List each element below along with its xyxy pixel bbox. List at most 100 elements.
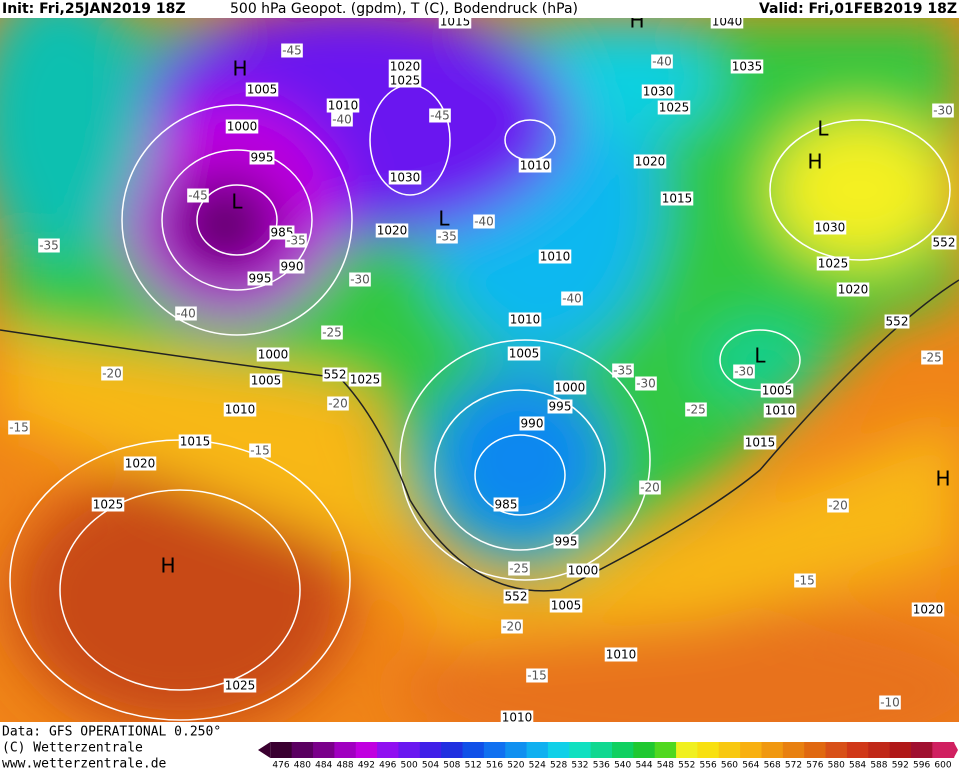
scale-swatch — [846, 742, 869, 758]
temperature-label: -45 — [188, 189, 208, 203]
scale-swatch — [697, 742, 720, 758]
scale-label: 552 — [678, 761, 695, 771]
temperature-label-box — [685, 402, 707, 417]
isobar-label-box — [553, 534, 579, 549]
temperature-label-box — [612, 363, 634, 378]
temperature-label: -20 — [328, 397, 348, 411]
temperature-label-box — [932, 103, 954, 118]
temperature-label: -30 — [350, 273, 370, 287]
isobar-label: 1035 — [732, 60, 763, 74]
temperature-label-box — [526, 668, 548, 683]
isobar-label-box — [247, 271, 273, 286]
temperature-label-box — [639, 480, 661, 495]
scale-label: 484 — [315, 761, 332, 771]
isobar-label-box — [249, 373, 283, 388]
scale-swatch — [932, 742, 955, 758]
isobar-label: 1005 — [762, 384, 793, 398]
temperature-label-box — [436, 229, 458, 244]
temperature-label: -15 — [795, 574, 815, 588]
init-time: Init: Fri,25JAN2019 18Z — [2, 1, 186, 17]
geopotential-label: 552 — [886, 315, 909, 329]
isobar-label: 1005 — [551, 599, 582, 613]
isobar-label: 1025 — [818, 257, 849, 271]
temperature-label-box — [429, 108, 451, 123]
scale-label: 568 — [764, 761, 781, 771]
isobar-label-box — [507, 346, 541, 361]
isobar-label-box — [553, 380, 587, 395]
isobar-label: 1020 — [635, 155, 666, 169]
pressure-center: H — [160, 554, 175, 578]
isobar-label-box — [760, 383, 794, 398]
temperature-label: -40 — [176, 307, 196, 321]
isobar-label-box — [657, 100, 691, 115]
scale-label: 488 — [336, 761, 353, 771]
geopotential-label-box — [503, 589, 529, 604]
isobar-label: 1005 — [509, 347, 540, 361]
pressure-center: H — [807, 150, 822, 174]
scale-swatch — [676, 742, 698, 758]
isobar-label-box — [660, 191, 694, 206]
temperature-label: -20 — [502, 620, 522, 634]
isobar-label: 1005 — [251, 374, 282, 388]
isobar-label-box — [836, 282, 870, 297]
temperature-label-box — [635, 376, 657, 391]
geopotential-label-box — [931, 235, 957, 250]
isobar-label-box — [249, 150, 275, 165]
isobar-label: 1010 — [765, 404, 796, 418]
geopotential-label: 552 — [933, 236, 956, 250]
scale-label: 564 — [742, 761, 759, 771]
isobar-label-box — [710, 18, 744, 29]
scale-label: 556 — [700, 761, 717, 771]
scale-label: 528 — [550, 761, 567, 771]
isobar-label: 1005 — [247, 83, 278, 97]
geopotential-label-box — [322, 367, 348, 382]
scale-swatch — [505, 742, 528, 758]
scale-label: 544 — [635, 761, 652, 771]
scale-swatch — [355, 742, 378, 758]
temperature-label: -30 — [636, 377, 656, 391]
color-scale: 476 480 484 488 492 496 500 504 508 512 516 520 524 5… — [258, 742, 958, 771]
scale-swatch — [782, 742, 805, 758]
scale-swatch — [740, 742, 762, 758]
temperature-label: -20 — [828, 499, 848, 513]
scale-label: 560 — [721, 761, 738, 771]
temperature-label: -35 — [39, 239, 59, 253]
scale-swatch — [291, 742, 314, 758]
isobar-label-box — [438, 18, 472, 29]
scale-swatch — [868, 742, 891, 758]
isobar-label-box — [388, 59, 422, 74]
temperature-label: -35 — [286, 234, 306, 248]
isobar-label-box — [388, 170, 422, 185]
temperature-label-box — [38, 238, 60, 253]
temperature-label: -15 — [527, 669, 547, 683]
isobar-label-box — [730, 59, 764, 74]
scale-swatch — [313, 742, 335, 758]
geopotential-label: 552 — [505, 590, 528, 604]
scale-swatch — [441, 742, 464, 758]
temperature-label-box — [473, 214, 495, 229]
isobar-label: 1020 — [125, 457, 156, 471]
temperature-label: -25 — [509, 562, 529, 576]
isobar-label: 1020 — [377, 224, 408, 238]
isobar-label: 990 — [281, 260, 304, 274]
scale-label: 504 — [422, 761, 439, 771]
isobar-label: 1010 — [540, 250, 571, 264]
isobar-label: 1010 — [510, 313, 541, 327]
scale-swatch — [569, 742, 592, 758]
valid-time: Valid: Fri,01FEB2019 18Z — [759, 1, 957, 17]
isobar-label: 1040 — [712, 15, 743, 29]
isobar-label: 1010 — [328, 99, 359, 113]
temperature-label: -35 — [613, 364, 633, 378]
scale-swatch — [654, 742, 677, 758]
temperature-label-box — [285, 233, 307, 248]
isobar-label-box — [743, 435, 777, 450]
isobar-label-box — [123, 456, 157, 471]
isobar-label: 1015 — [745, 436, 776, 450]
scale-swatch — [462, 742, 485, 758]
isobar-label-box — [223, 678, 257, 693]
isobar-label: 1025 — [390, 74, 421, 88]
scale-swatch — [483, 742, 506, 758]
isobar-label: 1025 — [225, 679, 256, 693]
scale-swatch — [910, 742, 933, 758]
